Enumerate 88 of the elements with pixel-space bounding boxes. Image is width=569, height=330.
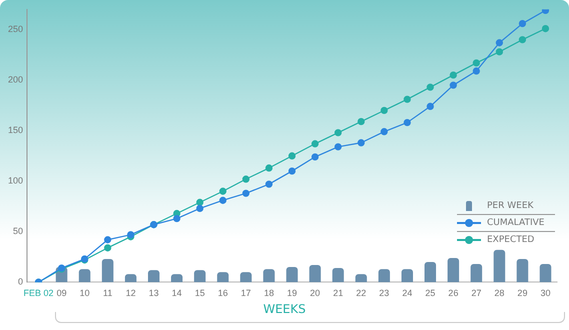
point bbox=[380, 106, 388, 114]
bar bbox=[78, 269, 90, 282]
point bbox=[450, 82, 457, 89]
point bbox=[426, 84, 434, 91]
x-tick-label: 12 bbox=[126, 288, 136, 298]
point bbox=[104, 236, 112, 244]
legend-label: PER WEEK bbox=[487, 201, 534, 211]
point bbox=[242, 176, 250, 183]
point bbox=[358, 139, 365, 146]
point bbox=[404, 96, 411, 103]
legend-label: CUMALATIVE bbox=[487, 218, 544, 228]
point bbox=[334, 143, 342, 150]
x-tick-label: 16 bbox=[218, 288, 228, 298]
point bbox=[104, 244, 112, 252]
x-tick-label: 27 bbox=[471, 288, 482, 298]
bar bbox=[332, 268, 344, 282]
x-tick-label: 25 bbox=[425, 288, 436, 298]
x-tick-label: 19 bbox=[287, 288, 298, 298]
bar bbox=[217, 272, 229, 282]
point bbox=[472, 59, 480, 67]
x-tick-label: 29 bbox=[517, 288, 528, 298]
bar bbox=[263, 269, 275, 282]
point bbox=[219, 196, 226, 204]
point bbox=[518, 20, 526, 28]
bar bbox=[470, 264, 482, 282]
x-tick-label: 17 bbox=[240, 288, 251, 298]
x-tick-label: 24 bbox=[402, 288, 412, 298]
bar bbox=[424, 262, 436, 282]
bar bbox=[286, 267, 298, 282]
x-tick-label: 13 bbox=[148, 288, 159, 298]
x-axis-title: WEEKS bbox=[255, 302, 314, 316]
x-tick-label: 23 bbox=[379, 288, 390, 298]
point bbox=[242, 190, 250, 197]
bar bbox=[378, 269, 390, 282]
x-tick-label: FEB 02 bbox=[24, 288, 54, 298]
x-tick-label: 11 bbox=[102, 288, 112, 298]
x-tick-label: 28 bbox=[494, 288, 504, 298]
point bbox=[265, 180, 273, 188]
point bbox=[450, 71, 457, 79]
point bbox=[496, 48, 503, 56]
point bbox=[311, 140, 319, 148]
point bbox=[358, 118, 365, 126]
point bbox=[173, 214, 180, 222]
y-tick-label: 100 bbox=[8, 176, 24, 186]
point bbox=[426, 102, 434, 110]
x-tick-label: 30 bbox=[540, 288, 550, 298]
x-tick-label: 26 bbox=[448, 288, 458, 298]
bar bbox=[148, 270, 160, 282]
bar bbox=[124, 274, 136, 282]
x-tick-label: 10 bbox=[80, 288, 90, 298]
y-tick-label: 150 bbox=[8, 125, 24, 136]
point bbox=[496, 39, 503, 46]
point bbox=[196, 204, 204, 212]
x-tick-label: 21 bbox=[333, 288, 344, 298]
point bbox=[288, 167, 296, 175]
bar bbox=[102, 258, 114, 282]
bar bbox=[401, 269, 413, 282]
bar bbox=[309, 265, 321, 282]
bar bbox=[516, 258, 528, 282]
point bbox=[219, 188, 226, 195]
y-tick-label: 250 bbox=[8, 24, 24, 34]
x-tick-label: 14 bbox=[172, 288, 182, 298]
point bbox=[404, 118, 411, 126]
point bbox=[265, 164, 273, 172]
point bbox=[472, 67, 480, 75]
point bbox=[288, 152, 296, 160]
y-tick-label: 0 bbox=[18, 276, 24, 287]
point bbox=[311, 153, 319, 161]
x-tick-label: 18 bbox=[264, 288, 274, 298]
bar bbox=[355, 274, 367, 282]
point bbox=[542, 24, 550, 32]
legend-label: EXPECTED bbox=[487, 235, 534, 245]
bar bbox=[240, 272, 252, 282]
point bbox=[196, 198, 204, 206]
bar bbox=[171, 274, 183, 282]
x-tick-label: 09 bbox=[56, 288, 67, 298]
point bbox=[380, 128, 388, 136]
point bbox=[334, 129, 342, 136]
y-tick-label: 50 bbox=[13, 226, 24, 236]
x-tick-label: 15 bbox=[194, 288, 205, 298]
bar bbox=[494, 250, 506, 282]
x-tick-label: 22 bbox=[356, 288, 366, 298]
y-tick-label: 200 bbox=[8, 74, 24, 85]
bar bbox=[448, 258, 460, 282]
bar bbox=[194, 270, 206, 282]
point bbox=[518, 36, 526, 44]
x-tick-label: 20 bbox=[310, 288, 320, 298]
bar bbox=[540, 264, 552, 282]
